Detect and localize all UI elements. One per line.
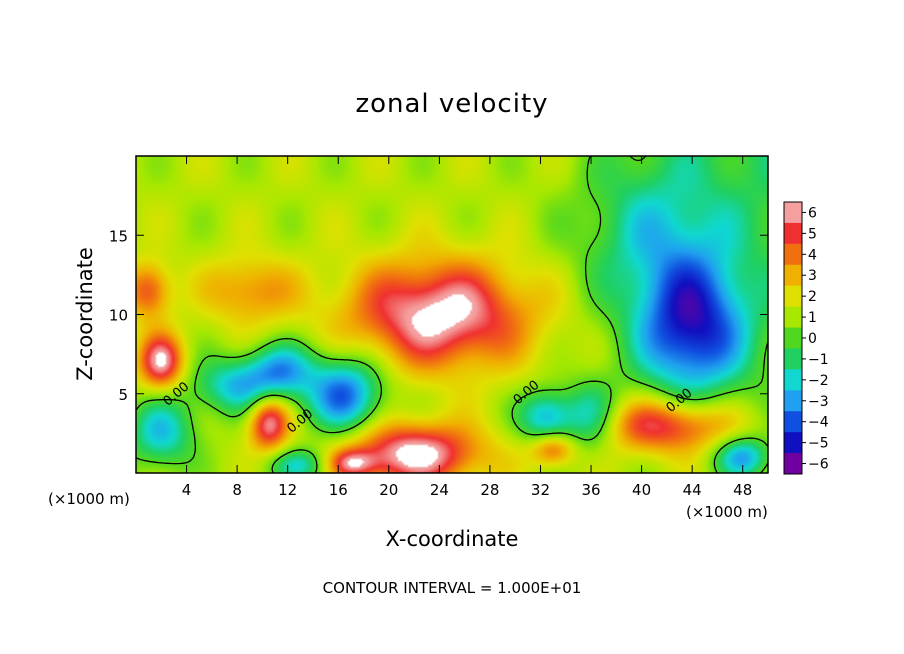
chart-title: zonal velocity bbox=[355, 89, 548, 119]
colorbar-swatch bbox=[784, 453, 802, 475]
colorbar-swatch bbox=[784, 390, 802, 412]
colorbar: 6 5 4 3 2 1 0 −1 −2 −3 −4 −5 −6 bbox=[783, 201, 829, 475]
colorbar-label: 5 bbox=[808, 226, 817, 242]
x-tick-label: 44 bbox=[683, 481, 702, 499]
x-axis-label: X-coordinate bbox=[386, 527, 519, 551]
colorbar-label: −6 bbox=[808, 457, 829, 473]
contour-interval-note: CONTOUR INTERVAL = 1.000E+01 bbox=[323, 579, 582, 597]
colorbar-swatch bbox=[784, 348, 802, 370]
x-tick-label: 28 bbox=[480, 481, 499, 499]
x-tick-label: 32 bbox=[531, 481, 550, 499]
colorbar-swatch bbox=[784, 222, 802, 245]
colorbar-label: 2 bbox=[808, 289, 817, 305]
x-tick-label: 16 bbox=[329, 481, 348, 499]
y-axis-ticks: 5 10 15 bbox=[109, 227, 768, 404]
heatmap-field bbox=[136, 156, 768, 473]
colorbar-label: 0 bbox=[808, 331, 817, 347]
colorbar-swatch bbox=[784, 306, 802, 329]
x-tick-label: 36 bbox=[581, 481, 600, 499]
x-tick-label: 40 bbox=[632, 481, 651, 499]
y-tick-label: 10 bbox=[109, 307, 128, 325]
plot-area: 0.000.000.00 0.00 bbox=[135, 155, 769, 474]
zero-contour-line bbox=[135, 155, 769, 474]
colorbar-swatch bbox=[784, 432, 802, 454]
colorbar-label: −5 bbox=[808, 436, 829, 452]
colorbar-swatch bbox=[784, 264, 802, 287]
colorbar-swatch bbox=[784, 243, 802, 266]
y-axis-label: Z-coordinate bbox=[73, 247, 97, 381]
colorbar-label: 6 bbox=[808, 205, 817, 221]
colorbar-swatch bbox=[784, 411, 802, 433]
x-tick-label: 8 bbox=[232, 481, 242, 499]
x-tick-label: 48 bbox=[733, 481, 752, 499]
x-tick-label: 4 bbox=[182, 481, 192, 499]
x-tick-label: 20 bbox=[379, 481, 398, 499]
colorbar-swatch bbox=[784, 327, 802, 349]
colorbar-label: −3 bbox=[808, 394, 829, 410]
colorbar-swatch bbox=[784, 285, 802, 308]
y-tick-label: 15 bbox=[109, 227, 128, 245]
colorbar-label: 4 bbox=[808, 247, 817, 263]
colorbar-label: −4 bbox=[808, 415, 829, 431]
colorbar-label: −1 bbox=[808, 352, 829, 368]
colorbar-label: 1 bbox=[808, 310, 817, 326]
x-unit-right: (×1000 m) bbox=[686, 503, 768, 521]
y-tick-label: 5 bbox=[118, 386, 128, 404]
colorbar-label: 3 bbox=[808, 268, 817, 284]
x-tick-label: 24 bbox=[430, 481, 449, 499]
x-axis-ticks: 4 8 12 16 20 24 28 32 36 40 44 48 bbox=[182, 156, 752, 499]
colorbar-swatch bbox=[784, 369, 802, 391]
x-tick-label: 12 bbox=[278, 481, 297, 499]
x-unit-left: (×1000 m) bbox=[48, 490, 130, 508]
colorbar-label: −2 bbox=[808, 373, 829, 389]
colorbar-swatch bbox=[784, 202, 802, 224]
